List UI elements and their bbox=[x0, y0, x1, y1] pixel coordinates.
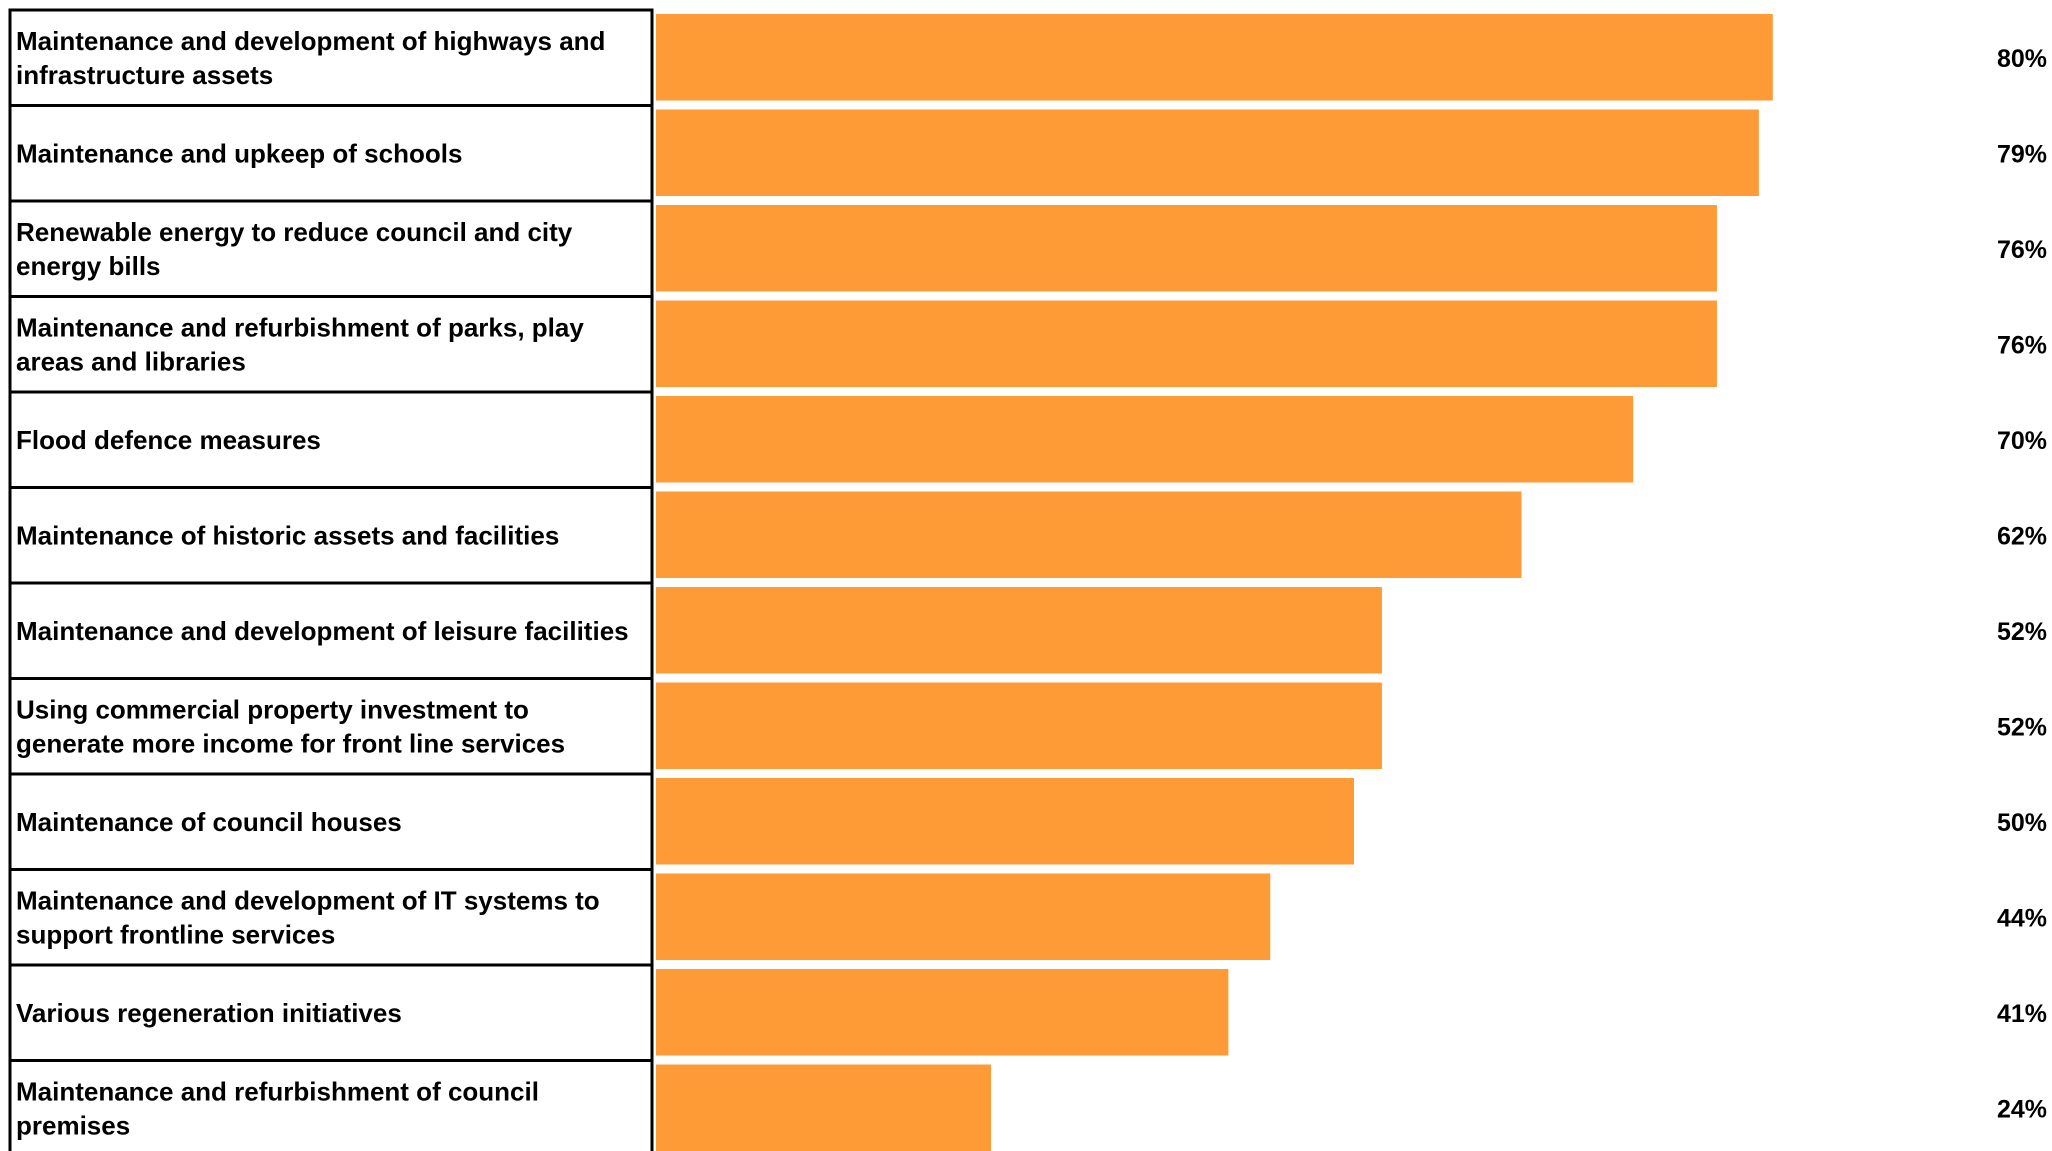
value-label: 79% bbox=[1997, 140, 2047, 168]
category-label-line: Maintenance of council houses bbox=[16, 807, 402, 837]
value-label: 76% bbox=[1997, 331, 2047, 359]
bar bbox=[656, 396, 1634, 483]
chart-row: Maintenance and upkeep of schools 79% bbox=[16, 109, 2047, 196]
category-label-line: infrastructure assets bbox=[16, 60, 273, 90]
value-label: 50% bbox=[1997, 809, 2047, 837]
chart-rows: Maintenance and development of highways … bbox=[8, 8, 2047, 1151]
value-label: 52% bbox=[1997, 713, 2047, 741]
bar bbox=[656, 205, 1717, 292]
category-label-line: areas and libraries bbox=[16, 346, 246, 376]
chart-row: Renewable energy to reduce council and c… bbox=[16, 205, 2047, 292]
category-label-line: Maintenance and refurbishment of parks, … bbox=[16, 312, 584, 342]
bar bbox=[656, 778, 1354, 865]
value-label: 52% bbox=[1997, 618, 2047, 646]
chart-row: Maintenance and refurbishment of parks, … bbox=[16, 300, 2047, 387]
chart-row: Maintenance and development of highways … bbox=[16, 14, 2047, 101]
bar bbox=[656, 682, 1382, 769]
value-label: 80% bbox=[1997, 45, 2047, 73]
chart-row: Flood defence measures 70% bbox=[16, 396, 2047, 483]
value-label: 41% bbox=[1997, 1000, 2047, 1028]
category-label-line: Flood defence measures bbox=[16, 425, 321, 455]
bar bbox=[656, 300, 1717, 387]
bar bbox=[656, 1064, 992, 1151]
value-label: 70% bbox=[1997, 427, 2047, 455]
chart-row: Maintenance of historic assets and facil… bbox=[16, 491, 2047, 578]
category-label: Maintenance and upkeep of schools bbox=[16, 138, 462, 168]
value-label: 62% bbox=[1997, 522, 2047, 550]
category-label-line: Maintenance and development of leisure f… bbox=[16, 616, 629, 646]
category-label: Maintenance of council houses bbox=[16, 807, 402, 837]
value-label: 24% bbox=[1997, 1095, 2047, 1123]
category-label-line: Maintenance and development of IT system… bbox=[16, 885, 600, 915]
value-label: 44% bbox=[1997, 904, 2047, 932]
chart-row: Using commercial property investment to g… bbox=[16, 682, 2047, 769]
chart-row: Maintenance and refurbishment of council… bbox=[16, 1064, 2047, 1151]
category-label-line: energy bills bbox=[16, 251, 161, 281]
category-label-line: Various regeneration initiatives bbox=[16, 998, 402, 1028]
bar bbox=[656, 14, 1773, 101]
category-label-line: Maintenance and refurbishment of council bbox=[16, 1076, 539, 1106]
category-label: Flood defence measures bbox=[16, 425, 321, 455]
bar bbox=[656, 491, 1522, 578]
category-label: Using commercial property investment to g… bbox=[16, 694, 565, 758]
category-label: Maintenance and refurbishment of council… bbox=[16, 1076, 539, 1140]
category-label-line: Maintenance and upkeep of schools bbox=[16, 138, 462, 168]
category-label: Renewable energy to reduce council and c… bbox=[16, 217, 573, 281]
category-label: Maintenance and refurbishment of parks, … bbox=[16, 312, 584, 376]
bar bbox=[656, 587, 1382, 674]
category-label: Various regeneration initiatives bbox=[16, 998, 402, 1028]
category-label-line: Renewable energy to reduce council and c… bbox=[16, 217, 573, 247]
category-label-line: Maintenance of historic assets and facil… bbox=[16, 520, 559, 550]
category-label-line: generate more income for front line serv… bbox=[16, 728, 565, 758]
chart-row: Maintenance and development of leisure f… bbox=[16, 587, 2047, 674]
category-label-line: premises bbox=[16, 1110, 130, 1140]
chart-row: Various regeneration initiatives 41% bbox=[16, 969, 2047, 1056]
category-label: Maintenance and development of leisure f… bbox=[16, 616, 629, 646]
chart-row: Maintenance of council houses 50% bbox=[16, 778, 2047, 865]
category-label-line: Using commercial property investment to bbox=[16, 694, 529, 724]
category-label: Maintenance of historic assets and facil… bbox=[16, 520, 559, 550]
category-label-line: support frontline services bbox=[16, 919, 335, 949]
bar bbox=[656, 109, 1759, 196]
chart-row: Maintenance and development of IT system… bbox=[16, 873, 2047, 960]
category-label: Maintenance and development of IT system… bbox=[16, 885, 600, 949]
label-table-border bbox=[8, 8, 654, 1151]
category-label-line: Maintenance and development of highways … bbox=[16, 26, 605, 56]
value-label: 76% bbox=[1997, 236, 2047, 264]
bar bbox=[656, 969, 1229, 1056]
bar bbox=[656, 873, 1271, 960]
category-label: Maintenance and development of highways … bbox=[16, 26, 605, 90]
